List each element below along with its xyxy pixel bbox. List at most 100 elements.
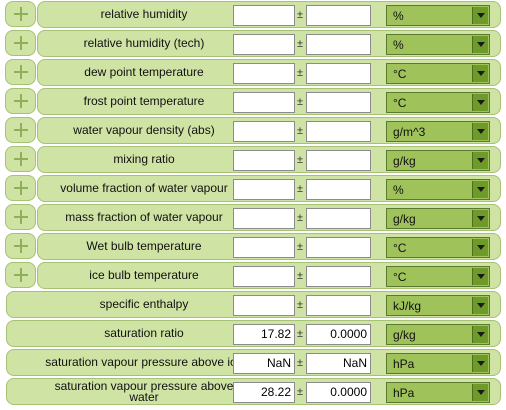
unit-select[interactable]: g/kg [386,150,490,171]
unit-select[interactable]: % [386,34,490,55]
unit-dropdown-button[interactable] [472,7,488,24]
add-button[interactable] [5,88,36,114]
unit-dropdown-button[interactable] [472,94,488,111]
unit-dropdown-button[interactable] [472,384,488,401]
uncertainty-input[interactable] [306,121,371,142]
add-button[interactable] [5,1,36,27]
unit-select[interactable]: °C [386,92,490,113]
uncertainty-input[interactable] [306,34,371,55]
uncertainty-input[interactable] [306,150,371,171]
unit-dropdown-button[interactable] [472,210,488,227]
add-button[interactable] [5,175,36,201]
unit-select[interactable]: % [386,179,490,200]
add-button[interactable] [5,204,36,230]
quantity-label: ice bulb temperature [89,268,199,282]
unit-select-value: % [393,9,404,23]
uncertainty-input[interactable] [306,5,371,26]
value-input[interactable] [233,237,295,258]
unit-select[interactable]: °C [386,266,490,287]
add-button[interactable] [5,30,36,56]
plus-minus-sign: ± [297,357,304,369]
uncertainty-input[interactable] [306,237,371,258]
plus-minus-sign: ± [297,299,304,311]
value-input[interactable]: 28.22 [233,382,295,403]
quantity-row: Wet bulb temperaturetw±°C [0,232,506,261]
value-input[interactable] [233,208,295,229]
value-input[interactable]: NaN [233,353,295,374]
value-input[interactable] [233,150,295,171]
add-button[interactable] [5,117,36,143]
plus-minus-sign: ± [297,125,304,137]
unit-select[interactable]: g/kg [386,208,490,229]
quantity-row: relative humidityUw±% [0,0,506,29]
value-input[interactable] [233,295,295,316]
unit-select-value: hPa [393,357,415,371]
unit-select[interactable]: hPa [386,382,490,403]
add-button[interactable] [5,262,36,288]
chevron-down-icon [476,100,485,105]
quantity-label: dew point temperature [84,65,204,79]
unit-dropdown-button[interactable] [472,326,488,343]
unit-select[interactable]: g/m^3 [386,121,490,142]
uncertainty-input[interactable] [306,208,371,229]
quantity-row: saturation vapour pressure above iceei'N… [0,348,506,377]
uncertainty-input[interactable] [306,92,371,113]
chevron-down-icon [476,361,485,366]
quantity-label: mixing ratio [113,152,175,166]
value-input[interactable] [233,266,295,287]
unit-select[interactable]: % [386,5,490,26]
quantity-label: saturation ratio [104,326,184,340]
plus-minus-sign: ± [297,96,304,108]
uncertainty-input[interactable] [306,295,371,316]
unit-select-value: °C [393,270,407,284]
uncertainty-input[interactable]: 0.0000 [306,324,371,345]
value-input[interactable] [233,92,295,113]
quantity-row: dew point temperaturetd±°C [0,58,506,87]
unit-dropdown-button[interactable] [472,355,488,372]
quantity-row: volume fraction of water vapourwv±% [0,174,506,203]
uncertainty-input[interactable]: 0.0000 [306,382,371,403]
add-button[interactable] [5,59,36,85]
unit-select[interactable]: g/kg [386,324,490,345]
plus-icon [13,123,28,137]
unit-dropdown-button[interactable] [472,65,488,82]
chevron-down-icon [476,390,485,395]
uncertainty-input[interactable] [306,63,371,84]
uncertainty-input[interactable]: NaN [306,353,371,374]
quantity-label: saturation vapour pressure above water [54,378,234,404]
plus-minus-sign: ± [297,9,304,21]
unit-dropdown-button[interactable] [472,239,488,256]
add-button[interactable] [5,146,36,172]
unit-dropdown-button[interactable] [472,123,488,140]
plus-icon [13,268,28,282]
value-input[interactable] [233,179,295,200]
value-input[interactable] [233,34,295,55]
unit-dropdown-button[interactable] [472,268,488,285]
value-input[interactable]: 17.82 [233,324,295,345]
unit-select[interactable]: kJ/kg [386,295,490,316]
plus-minus-sign: ± [297,38,304,50]
quantity-label: water vapour density (abs) [73,123,215,137]
value-input[interactable] [233,121,295,142]
chevron-down-icon [476,332,485,337]
unit-dropdown-button[interactable] [472,297,488,314]
quantity-row: relative humidity (tech)Ui±% [0,29,506,58]
quantity-row: ice bulb temperatureti±°C [0,261,506,290]
unit-select-value: °C [393,67,407,81]
unit-dropdown-button[interactable] [472,152,488,169]
uncertainty-input[interactable] [306,266,371,287]
unit-dropdown-button[interactable] [472,181,488,198]
plus-minus-sign: ± [297,154,304,166]
plus-minus-sign: ± [297,270,304,282]
unit-select[interactable]: °C [386,237,490,258]
value-input[interactable] [233,63,295,84]
unit-select[interactable]: hPa [386,353,490,374]
add-button[interactable] [5,233,36,259]
chevron-down-icon [476,13,485,18]
value-input[interactable] [233,5,295,26]
uncertainty-input[interactable] [306,179,371,200]
unit-dropdown-button[interactable] [472,36,488,53]
unit-select[interactable]: °C [386,63,490,84]
